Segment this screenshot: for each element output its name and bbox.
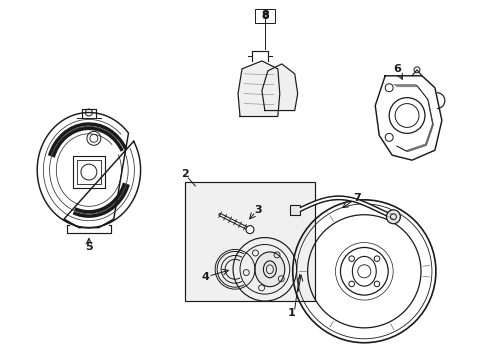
Text: 8: 8 — [261, 11, 268, 21]
Text: 6: 6 — [392, 64, 400, 74]
Text: 8: 8 — [261, 10, 268, 20]
Bar — [77, 160, 101, 184]
Text: 2: 2 — [181, 169, 189, 179]
Circle shape — [386, 210, 400, 224]
Polygon shape — [238, 61, 279, 117]
Polygon shape — [262, 64, 297, 111]
Text: 4: 4 — [201, 272, 209, 282]
Text: 7: 7 — [353, 193, 361, 203]
Bar — [185, 182, 314, 301]
Bar — [254, 9, 274, 23]
Circle shape — [245, 226, 253, 234]
Bar — [73, 156, 104, 188]
Text: 3: 3 — [254, 205, 261, 215]
Bar — [289, 205, 299, 215]
Text: 5: 5 — [85, 243, 93, 252]
Ellipse shape — [254, 252, 284, 287]
Text: 1: 1 — [287, 308, 295, 318]
